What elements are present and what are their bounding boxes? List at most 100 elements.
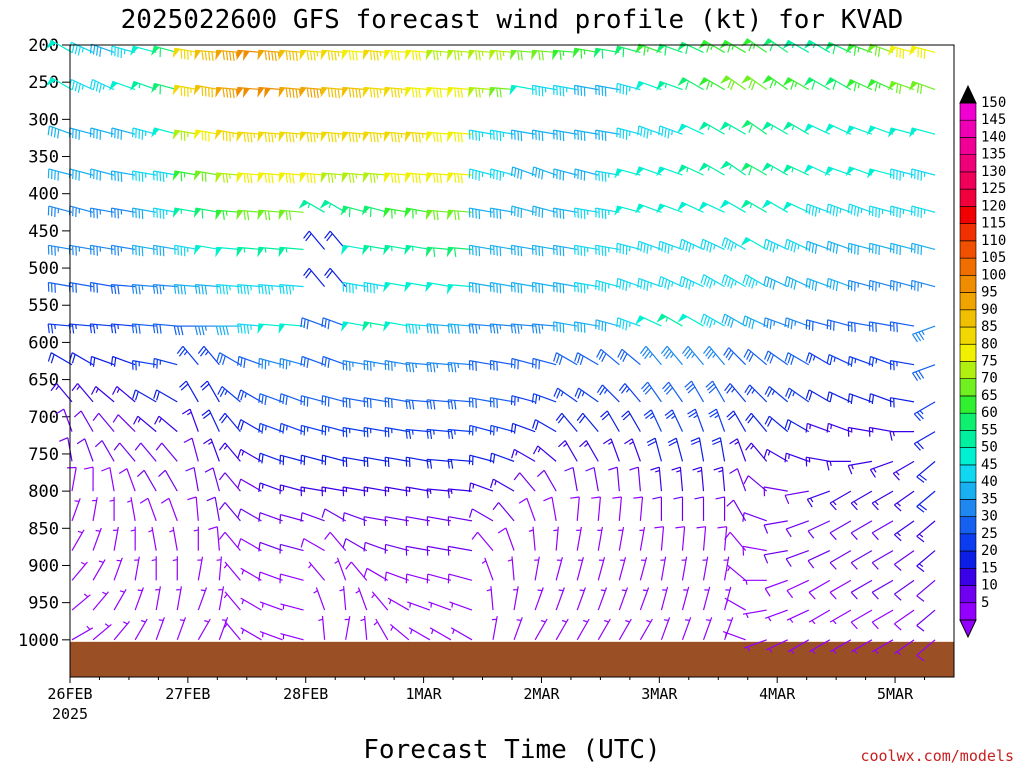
barb-full xyxy=(769,354,775,364)
barb-shaft xyxy=(786,238,810,251)
barb-shaft xyxy=(224,472,241,492)
wind-barb xyxy=(694,496,705,521)
barb-full xyxy=(243,132,246,142)
barb-full xyxy=(531,323,535,334)
barb-shaft xyxy=(708,345,726,366)
barb-full xyxy=(436,211,439,221)
wind-barb xyxy=(489,397,515,409)
wind-barb xyxy=(679,238,704,253)
barb-full xyxy=(709,318,713,328)
barb-full xyxy=(197,345,205,354)
barb-shaft xyxy=(576,618,590,641)
barb-full xyxy=(418,133,421,143)
barb-full xyxy=(279,284,282,294)
wind-barb xyxy=(510,129,536,142)
barb-shaft xyxy=(724,274,746,288)
barb-full xyxy=(557,440,566,448)
wind-barb xyxy=(868,426,894,437)
barb-shaft xyxy=(698,437,705,462)
wind-barb xyxy=(47,323,73,334)
barb-shaft xyxy=(111,170,136,176)
barb-shaft xyxy=(848,321,873,327)
wind-barb xyxy=(868,355,894,367)
barb-shaft xyxy=(218,556,222,581)
barb-full xyxy=(724,531,731,540)
wind-barb xyxy=(711,437,726,462)
wind-barb xyxy=(468,424,494,436)
wind-barb xyxy=(426,399,451,410)
barb-pennant xyxy=(719,160,731,170)
barb-full xyxy=(113,357,117,367)
wind-barb xyxy=(513,586,519,611)
wind-barb xyxy=(826,240,852,254)
barb-shaft xyxy=(715,408,726,432)
barb-shaft xyxy=(660,275,683,288)
barb-full xyxy=(327,50,331,61)
barb-shaft xyxy=(660,526,665,551)
barb-shaft xyxy=(679,467,684,492)
wind-barb xyxy=(658,275,683,290)
barb-full xyxy=(310,88,313,98)
wind-barb xyxy=(371,591,389,611)
barb-full xyxy=(832,44,836,55)
wind-barb xyxy=(531,49,557,61)
barb-full xyxy=(673,496,683,500)
barb-full xyxy=(667,244,670,254)
barb-full xyxy=(826,278,829,288)
barb-full xyxy=(237,478,242,489)
barb-shaft xyxy=(848,460,873,467)
barb-full xyxy=(136,469,145,478)
barb-shaft xyxy=(308,267,326,288)
barb-half xyxy=(316,133,319,139)
barb-full xyxy=(622,280,625,290)
barb-shaft xyxy=(428,601,452,611)
barb-shaft xyxy=(448,399,473,403)
barb-half xyxy=(137,589,143,592)
wind-barb xyxy=(658,125,683,139)
barb-shaft xyxy=(77,383,94,403)
wind-barb xyxy=(404,172,430,184)
barb-full xyxy=(225,173,229,184)
barb-pennant xyxy=(383,244,391,256)
barb-full xyxy=(471,324,475,334)
barb-full xyxy=(264,285,267,295)
barb-full xyxy=(847,393,850,403)
wind-barb xyxy=(47,281,73,293)
barb-shaft xyxy=(477,531,494,551)
barb-half xyxy=(520,324,523,330)
wind-barb xyxy=(197,556,204,581)
x-tick-sublabel: 2025 xyxy=(52,705,88,723)
barb-full xyxy=(715,496,725,500)
barb-half xyxy=(223,564,228,569)
barb-shaft xyxy=(764,317,788,327)
barb-full xyxy=(334,88,337,98)
barb-full xyxy=(457,132,460,143)
barb-full xyxy=(645,412,654,419)
barb-full xyxy=(306,173,310,183)
barb-full xyxy=(748,79,753,89)
barb-full xyxy=(790,241,794,252)
barb-half xyxy=(481,51,484,57)
barb-full xyxy=(692,466,702,471)
barb-full xyxy=(92,80,96,91)
barb-half xyxy=(307,203,311,209)
barb-shaft xyxy=(132,207,157,213)
wind-barb xyxy=(300,355,325,368)
barb-full xyxy=(460,133,463,143)
wind-barb xyxy=(618,383,641,403)
wind-barb xyxy=(215,209,241,221)
barb-shaft xyxy=(385,543,409,552)
barb-full xyxy=(300,317,303,328)
wind-barb xyxy=(555,412,578,433)
barb-full xyxy=(71,383,79,392)
wind-barb xyxy=(618,587,629,611)
barb-pennant xyxy=(257,323,265,334)
barb-full xyxy=(133,415,139,425)
colorbar-swatch xyxy=(959,499,977,517)
wind-barb xyxy=(742,512,767,522)
barb-full xyxy=(331,173,334,184)
barb-half xyxy=(731,45,734,50)
barb-shaft xyxy=(537,445,557,462)
wind-barb xyxy=(667,437,684,462)
wind-barb xyxy=(299,131,325,143)
